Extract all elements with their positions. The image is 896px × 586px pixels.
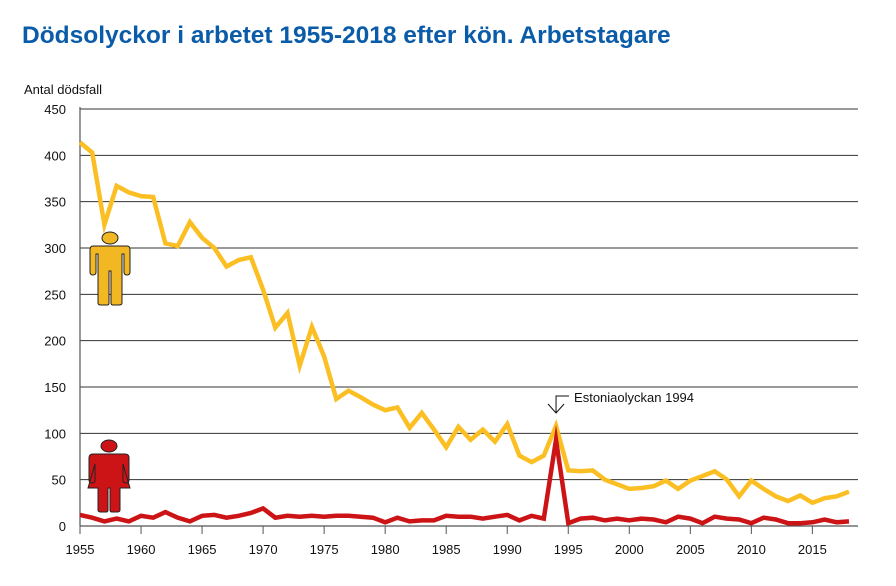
x-tick-label: 1970 xyxy=(249,542,278,557)
man-icon xyxy=(89,231,131,306)
y-tick-label: 250 xyxy=(44,287,66,302)
series-line-0 xyxy=(78,140,850,506)
y-tick-label: 200 xyxy=(44,334,66,349)
y-tick-label: 0 xyxy=(59,519,66,534)
chart-title: Dödsolyckor i arbetet 1955-2018 efter kö… xyxy=(22,22,671,49)
x-tick-label: 2005 xyxy=(676,542,705,557)
y-tick-label: 150 xyxy=(44,380,66,395)
y-tick-label: 100 xyxy=(44,426,66,441)
x-tick-label: 1975 xyxy=(310,542,339,557)
x-tick-label: 1965 xyxy=(188,542,217,557)
series-line-1 xyxy=(79,424,850,527)
y-axis-label: Antal dödsfall xyxy=(24,82,103,97)
y-tick-label: 450 xyxy=(44,102,66,117)
annotation: Estoniaolyckan 1994 xyxy=(547,390,694,414)
x-tick-label: 1985 xyxy=(432,542,461,557)
y-tick-label: 350 xyxy=(44,195,66,210)
x-tick-label: 1955 xyxy=(66,542,95,557)
woman-icon xyxy=(87,439,131,513)
y-tick-label: 300 xyxy=(44,241,66,256)
annotation-text: Estoniaolyckan 1994 xyxy=(574,390,694,405)
y-tick-label: 400 xyxy=(44,148,66,163)
y-tick-label: 50 xyxy=(52,473,66,488)
annotation-arrow xyxy=(547,395,570,414)
x-tick-label: 2010 xyxy=(737,542,766,557)
x-tick-label: 1995 xyxy=(554,542,583,557)
x-tick-label: 1980 xyxy=(371,542,400,557)
x-tick-label: 1960 xyxy=(127,542,156,557)
x-tick-label: 1990 xyxy=(493,542,522,557)
x-tick-label: 2000 xyxy=(615,542,644,557)
x-tick-label: 2015 xyxy=(798,542,827,557)
